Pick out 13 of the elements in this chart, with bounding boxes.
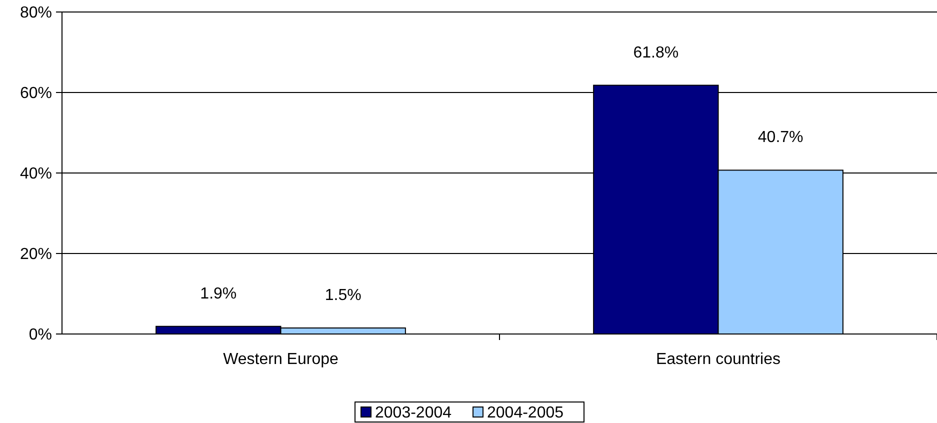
y-tick-label: 60% <box>20 85 52 102</box>
data-label: 1.9% <box>200 285 237 302</box>
y-tick-label: 80% <box>20 4 52 22</box>
data-label: 61.8% <box>633 44 679 62</box>
data-label: 1.5% <box>324 286 362 304</box>
y-tick-label: 40% <box>20 166 52 183</box>
data-label: 40.7% <box>758 129 804 146</box>
x-tick-label: Eastern countries <box>656 351 781 368</box>
y-tick-label: 20% <box>20 246 52 264</box>
y-tick-label: 0% <box>28 326 52 344</box>
legend-label: 2004-2005 <box>487 404 564 422</box>
x-tick-label: Western Europe <box>223 351 339 368</box>
legend-label: 2003-2004 <box>375 404 452 422</box>
